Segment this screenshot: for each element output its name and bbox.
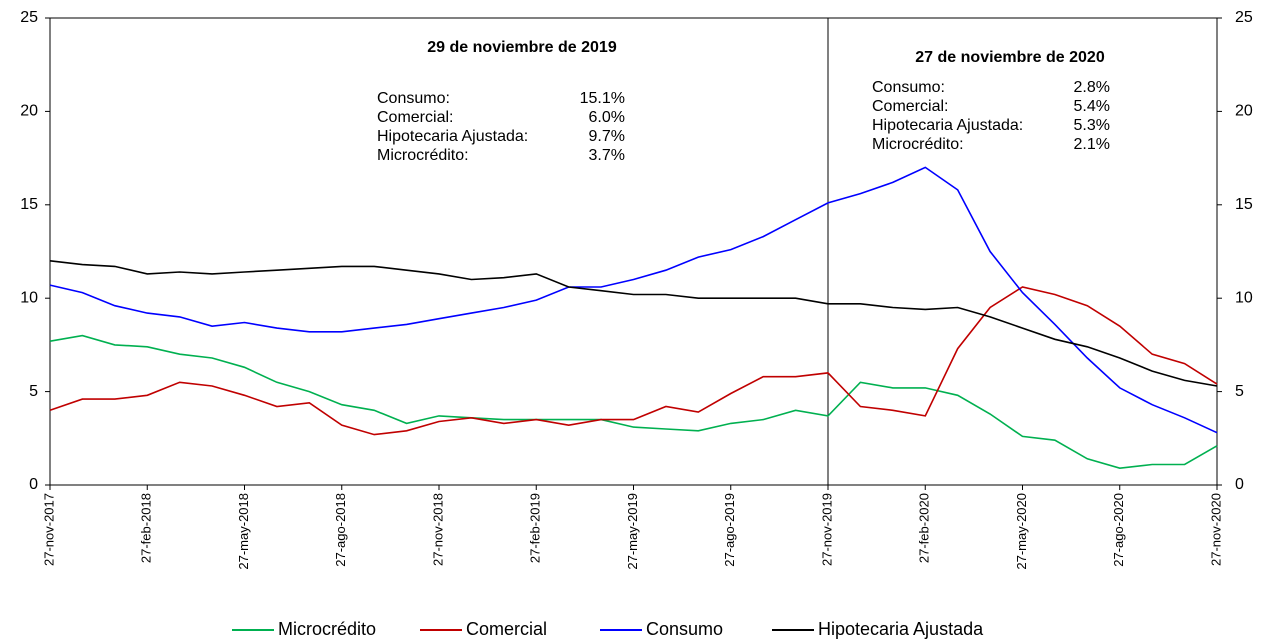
x-tick-label: 27-feb-2019	[528, 493, 543, 563]
annotation-label: Consumo:	[872, 79, 945, 96]
legend-label: Hipotecaria Ajustada	[818, 619, 984, 639]
annotation-label: Microcrédito:	[872, 136, 964, 153]
annotation-label: Hipotecaria Ajustada:	[377, 128, 528, 145]
annotation-label: Comercial:	[872, 98, 948, 115]
annotation-title: 27 de noviembre de 2020	[915, 49, 1105, 66]
series-line	[49, 286, 1218, 436]
series-line	[49, 334, 1218, 470]
legend-label: Comercial	[466, 619, 547, 639]
x-tick-label: 27-ago-2018	[333, 493, 348, 567]
annotation-value: 15.1%	[580, 90, 625, 107]
y2-tick-label: 5	[1235, 383, 1244, 400]
x-tick-label: 27-feb-2020	[917, 493, 932, 563]
y2-tick-label: 25	[1235, 9, 1253, 26]
annotation-label: Comercial:	[377, 109, 453, 126]
x-tick-label: 27-nov-2018	[430, 493, 445, 566]
x-tick-label: 27-ago-2020	[1111, 493, 1126, 567]
annotation-value: 3.7%	[589, 147, 625, 164]
y2-tick-label: 20	[1235, 103, 1253, 120]
y2-tick-label: 0	[1235, 476, 1244, 493]
annotation-label: Consumo:	[377, 90, 450, 107]
y-tick-label: 10	[20, 289, 38, 306]
annotation-value: 6.0%	[589, 109, 625, 126]
y2-tick-label: 10	[1235, 289, 1253, 306]
y-tick-label: 0	[29, 476, 38, 493]
x-tick-label: 27-nov-2019	[819, 493, 834, 566]
x-tick-label: 27-feb-2018	[139, 493, 154, 563]
annotation-value: 5.4%	[1074, 98, 1110, 115]
annotation-value: 9.7%	[589, 128, 625, 145]
y2-tick-label: 15	[1235, 196, 1253, 213]
x-tick-label: 27-nov-2017	[41, 493, 56, 566]
y-tick-label: 5	[29, 383, 38, 400]
legend-label: Consumo	[646, 619, 723, 639]
legend-label: Microcrédito	[278, 619, 376, 639]
x-tick-label: 27-may-2019	[625, 493, 640, 570]
x-tick-label: 27-nov-2020	[1208, 493, 1223, 566]
annotation-title: 29 de noviembre de 2019	[427, 39, 617, 56]
annotation-value: 5.3%	[1074, 117, 1110, 134]
y-tick-label: 25	[20, 9, 38, 26]
x-tick-label: 27-ago-2019	[722, 493, 737, 567]
plot-frame	[49, 17, 1218, 486]
x-tick-label: 27-may-2018	[236, 493, 251, 570]
y-tick-label: 20	[20, 103, 38, 120]
annotation-value: 2.8%	[1074, 79, 1110, 96]
annotation-label: Microcrédito:	[377, 147, 469, 164]
annotation-label: Hipotecaria Ajustada:	[872, 117, 1023, 134]
x-tick-label: 27-may-2020	[1014, 493, 1029, 570]
annotation-value: 2.1%	[1074, 136, 1110, 153]
y-tick-label: 15	[20, 196, 38, 213]
series-line	[49, 260, 1218, 387]
series-line	[49, 166, 1218, 434]
